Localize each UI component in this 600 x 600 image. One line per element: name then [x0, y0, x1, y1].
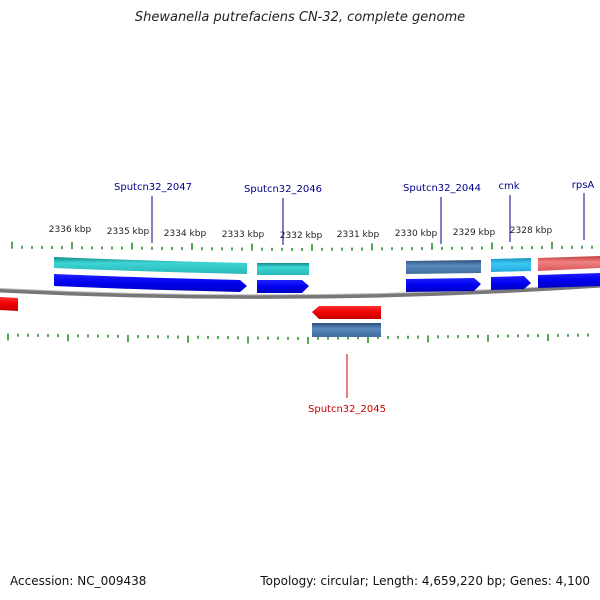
cds-arrow-cmk[interactable] [491, 276, 531, 290]
kbp-scale-labels: 2336 kbp 2335 kbp 2334 kbp 2333 kbp 2332 kbp… [49, 225, 553, 241]
kbp-label: 2336 kbp [49, 225, 92, 235]
accession-text: Accession: NC_009438 [10, 574, 147, 588]
tick-marks-outer [11, 241, 593, 251]
kbp-label: 2330 kbp [395, 229, 438, 239]
cds-arrow-sputcn32-2047[interactable] [54, 274, 247, 292]
cds-arrow-rpsA[interactable] [538, 273, 600, 288]
gene-bar-sputcn32-2046[interactable] [257, 263, 309, 275]
gene-label-sputcn32-2044[interactable]: Sputcn32_2044 [403, 183, 481, 194]
cds-arrow-sputcn32-2045[interactable] [312, 306, 381, 319]
cds-arrow-left-edge[interactable] [0, 297, 18, 311]
gene-bar-sputcn32-2047[interactable] [54, 257, 247, 274]
gene-label-rpsA[interactable]: rpsA [572, 180, 595, 191]
kbp-label: 2333 kbp [222, 230, 265, 240]
gene-bar-sputcn32-2045[interactable] [312, 323, 381, 337]
gene-label-sputcn32-2047[interactable]: Sputcn32_2047 [114, 182, 192, 193]
kbp-label: 2328 kbp [510, 226, 553, 236]
kbp-label: 2331 kbp [337, 230, 380, 240]
tick-marks-inner [7, 333, 589, 344]
kbp-label: 2332 kbp [280, 231, 323, 241]
gene-bar-rpsA[interactable] [538, 256, 600, 271]
gene-bar-sputcn32-2044[interactable] [406, 260, 481, 274]
map-title: Shewanella putrefaciens CN-32, complete … [134, 10, 466, 25]
gene-label-sputcn32-2046[interactable]: Sputcn32_2046 [244, 184, 322, 195]
cds-arrow-sputcn32-2044[interactable] [406, 278, 481, 292]
gene-label-cmk[interactable]: cmk [498, 181, 519, 192]
kbp-label: 2329 kbp [453, 228, 496, 238]
gene-bar-cmk[interactable] [491, 258, 531, 272]
genome-backbone [0, 283, 600, 299]
gene-label-sputcn32-2045[interactable]: Sputcn32_2045 [308, 404, 386, 415]
kbp-label: 2335 kbp [107, 227, 150, 237]
genome-summary-text: Topology: circular; Length: 4,659,220 bp… [260, 574, 590, 588]
kbp-label: 2334 kbp [164, 229, 207, 239]
cds-arrow-sputcn32-2046[interactable] [257, 280, 309, 293]
